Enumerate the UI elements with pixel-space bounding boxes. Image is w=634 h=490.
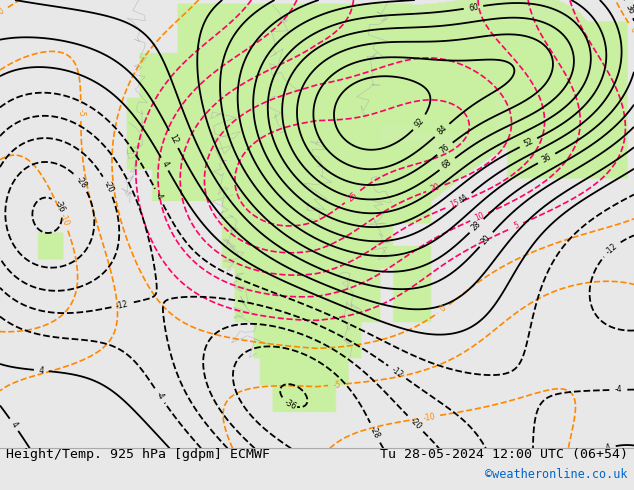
- Text: 4: 4: [39, 366, 44, 375]
- Text: Tu 28-05-2024 12:00 UTC (06+54): Tu 28-05-2024 12:00 UTC (06+54): [380, 448, 628, 461]
- Text: 20: 20: [429, 182, 441, 194]
- Text: 60: 60: [468, 2, 479, 13]
- Text: -4: -4: [153, 191, 165, 202]
- Text: -20: -20: [101, 179, 115, 194]
- Text: 12: 12: [167, 133, 180, 146]
- Text: 4: 4: [605, 443, 612, 453]
- Text: -36: -36: [53, 199, 67, 215]
- Text: 92: 92: [413, 116, 426, 129]
- Text: -12: -12: [115, 299, 129, 311]
- Text: Height/Temp. 925 hPa [gdpm] ECMWF: Height/Temp. 925 hPa [gdpm] ECMWF: [6, 448, 270, 461]
- Text: 84: 84: [436, 124, 449, 137]
- Text: -4: -4: [614, 385, 622, 394]
- Text: -20: -20: [408, 416, 423, 431]
- Text: -28: -28: [368, 425, 382, 440]
- Text: -5: -5: [76, 109, 86, 116]
- Text: -10: -10: [58, 213, 70, 228]
- Text: 68: 68: [441, 158, 454, 171]
- Text: 76: 76: [438, 142, 451, 155]
- Text: 15: 15: [448, 198, 461, 210]
- Text: 4: 4: [9, 420, 19, 429]
- Text: 36: 36: [540, 152, 553, 165]
- Text: 0: 0: [439, 304, 448, 314]
- Text: ©weatheronline.co.uk: ©weatheronline.co.uk: [485, 467, 628, 481]
- Text: -4: -4: [154, 390, 165, 401]
- Text: 4: 4: [160, 160, 170, 169]
- Text: -12: -12: [604, 242, 619, 256]
- Text: -36: -36: [283, 398, 299, 412]
- Text: 20: 20: [480, 233, 493, 246]
- Text: 28: 28: [470, 220, 483, 232]
- Text: 52: 52: [522, 137, 534, 149]
- Text: 5: 5: [512, 221, 521, 231]
- Text: 0: 0: [0, 6, 6, 17]
- Text: 10: 10: [473, 211, 486, 223]
- Text: -12: -12: [390, 365, 405, 379]
- Text: 0: 0: [628, 24, 634, 34]
- Text: 25: 25: [346, 190, 359, 203]
- Text: 44: 44: [457, 193, 470, 206]
- Text: -5: -5: [333, 380, 341, 390]
- Text: -10: -10: [422, 412, 436, 422]
- Text: 36: 36: [623, 2, 634, 15]
- Text: -28: -28: [74, 175, 88, 190]
